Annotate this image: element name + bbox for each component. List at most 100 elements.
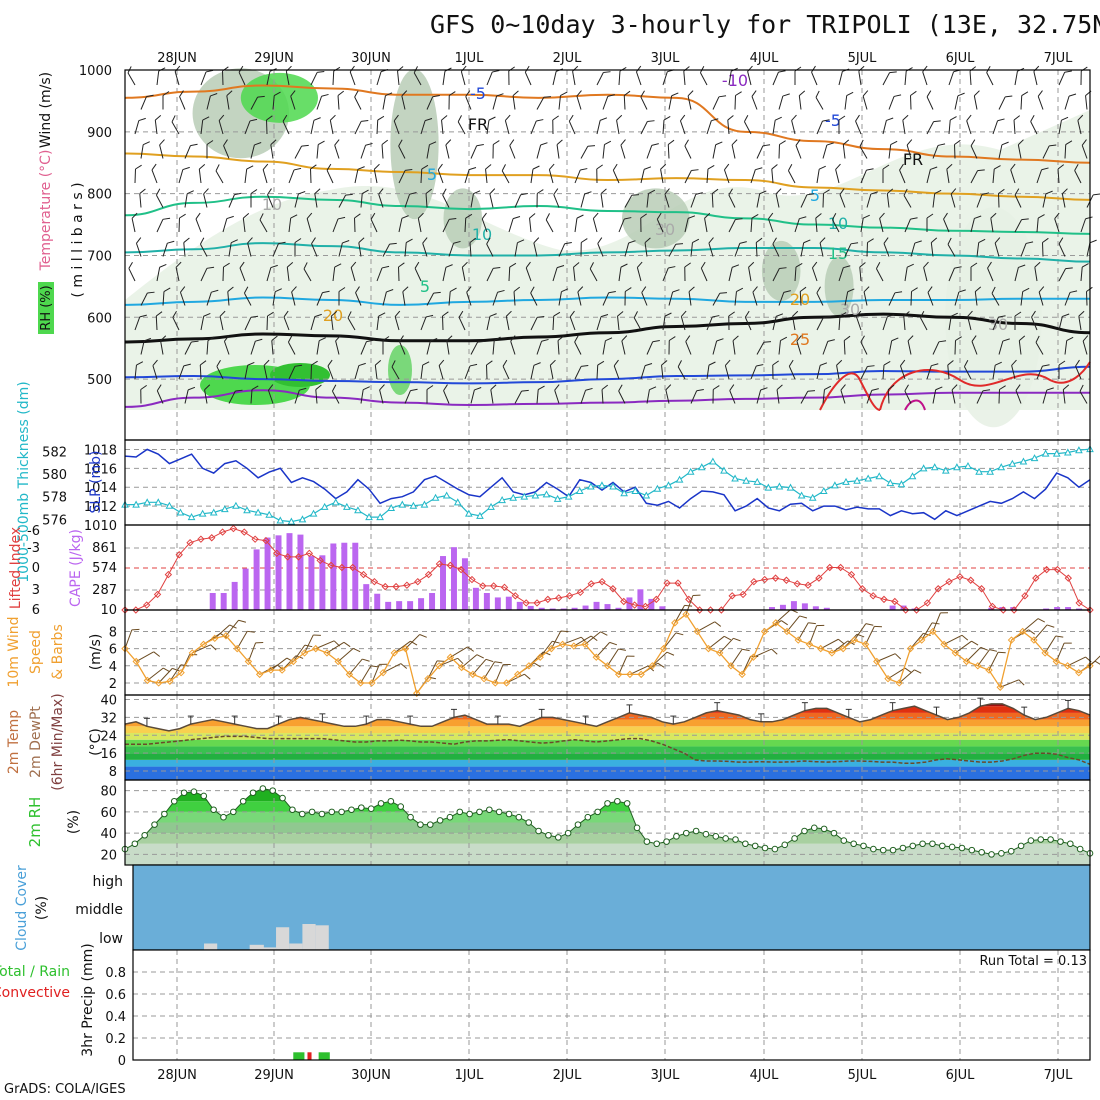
wind-barb bbox=[155, 188, 164, 208]
rh-marker bbox=[269, 787, 277, 794]
barb-flag bbox=[748, 261, 755, 268]
barb-flag bbox=[923, 261, 929, 268]
wind-barb bbox=[131, 212, 138, 233]
barb-flag bbox=[315, 384, 322, 390]
wind-barb bbox=[954, 139, 961, 159]
wind-barb bbox=[1054, 212, 1060, 233]
barb-flag bbox=[520, 193, 528, 196]
rh-marker bbox=[417, 821, 424, 828]
barb-staff bbox=[595, 642, 611, 658]
wind-barb bbox=[442, 217, 457, 233]
wind-barb bbox=[464, 213, 473, 233]
barb-staff bbox=[923, 267, 928, 282]
barb-flag bbox=[838, 638, 845, 645]
barb-flag bbox=[349, 65, 355, 73]
barb-staff bbox=[969, 70, 972, 86]
wind-barb bbox=[250, 142, 262, 159]
thickness-marker bbox=[620, 489, 628, 497]
barb-flag bbox=[672, 289, 680, 293]
barb-flag bbox=[807, 390, 816, 392]
thickness-marker bbox=[198, 509, 207, 517]
isotherm-30 bbox=[879, 361, 1091, 411]
wind-speed-marker bbox=[211, 634, 219, 643]
barb-staff bbox=[354, 169, 359, 184]
barb-flag bbox=[819, 362, 828, 366]
wind-barb bbox=[306, 212, 313, 233]
barb-flag bbox=[536, 189, 544, 194]
wind-barb bbox=[162, 91, 170, 110]
barb-flag bbox=[954, 266, 962, 269]
barb-staff bbox=[508, 218, 514, 233]
barb-flag bbox=[210, 644, 217, 651]
wind-barb bbox=[775, 188, 782, 208]
wind-barb bbox=[271, 335, 278, 355]
barb-flag bbox=[322, 290, 330, 294]
wind-barb bbox=[1042, 237, 1049, 257]
barb-flag bbox=[530, 286, 535, 294]
surface-wind-barb bbox=[663, 632, 684, 649]
wind-barb bbox=[329, 114, 336, 135]
wind-barb bbox=[381, 139, 389, 159]
barb-flag bbox=[266, 115, 273, 121]
rh-marker bbox=[958, 844, 966, 852]
barb-flag bbox=[692, 238, 700, 244]
rh-tick: 40 bbox=[100, 827, 117, 842]
barb-flag bbox=[860, 335, 865, 343]
barb-staff bbox=[425, 193, 428, 208]
barb-flag bbox=[644, 237, 651, 244]
wind-barb bbox=[282, 114, 290, 135]
barb-staff bbox=[510, 341, 516, 355]
barb-staff bbox=[734, 243, 741, 257]
wind-barb bbox=[508, 262, 517, 282]
barb-flag bbox=[492, 140, 500, 145]
barb-flag bbox=[577, 286, 584, 293]
barb-flag bbox=[1015, 384, 1021, 391]
wind-speed-marker bbox=[233, 644, 241, 653]
barb-flag bbox=[505, 310, 512, 317]
barb-flag bbox=[524, 65, 530, 73]
barb-staff bbox=[844, 243, 852, 257]
barb-staff bbox=[349, 658, 363, 675]
rh-marker bbox=[249, 789, 257, 797]
barb-flag bbox=[768, 212, 774, 220]
barb-flag bbox=[513, 286, 521, 292]
wind-speed-marker bbox=[727, 662, 735, 670]
surface-wind-barb bbox=[1033, 624, 1055, 641]
barb-staff bbox=[290, 96, 296, 110]
barb-staff bbox=[677, 366, 686, 380]
barb-staff bbox=[712, 293, 721, 306]
barb-flag bbox=[290, 214, 298, 219]
thickness-marker bbox=[509, 493, 518, 501]
wind-barb bbox=[907, 335, 914, 355]
barb-staff bbox=[747, 71, 752, 86]
rh-marker bbox=[1017, 842, 1025, 850]
wind-speed-marker bbox=[940, 640, 948, 649]
cloud-level-high: high bbox=[92, 874, 123, 890]
barb-staff bbox=[151, 169, 158, 184]
barb-flag bbox=[584, 191, 592, 195]
thickness-marker bbox=[487, 502, 495, 510]
cape-bar bbox=[1065, 607, 1072, 610]
cape-bar bbox=[549, 608, 556, 610]
cape-bar bbox=[209, 593, 216, 610]
rh-marker bbox=[338, 808, 345, 816]
wind-barb bbox=[680, 310, 687, 331]
barb-staff bbox=[663, 632, 677, 649]
wind-barb bbox=[998, 338, 1010, 355]
barb-staff bbox=[250, 341, 256, 355]
barb-flag bbox=[1022, 287, 1030, 293]
surface-wind-barb bbox=[652, 651, 675, 667]
barb-flag bbox=[990, 212, 997, 219]
barb-flag bbox=[391, 360, 396, 368]
barb-staff bbox=[1042, 193, 1047, 208]
wind-barb bbox=[613, 359, 620, 380]
wind-barb bbox=[860, 365, 875, 380]
barb-flag bbox=[1058, 360, 1066, 366]
barb-staff bbox=[294, 193, 299, 208]
barb-flag bbox=[688, 286, 695, 293]
barb-staff bbox=[548, 169, 554, 184]
rh-marker bbox=[220, 813, 227, 821]
rh-marker bbox=[820, 825, 828, 833]
wind-barb bbox=[798, 90, 806, 110]
wind-barb bbox=[970, 139, 978, 159]
